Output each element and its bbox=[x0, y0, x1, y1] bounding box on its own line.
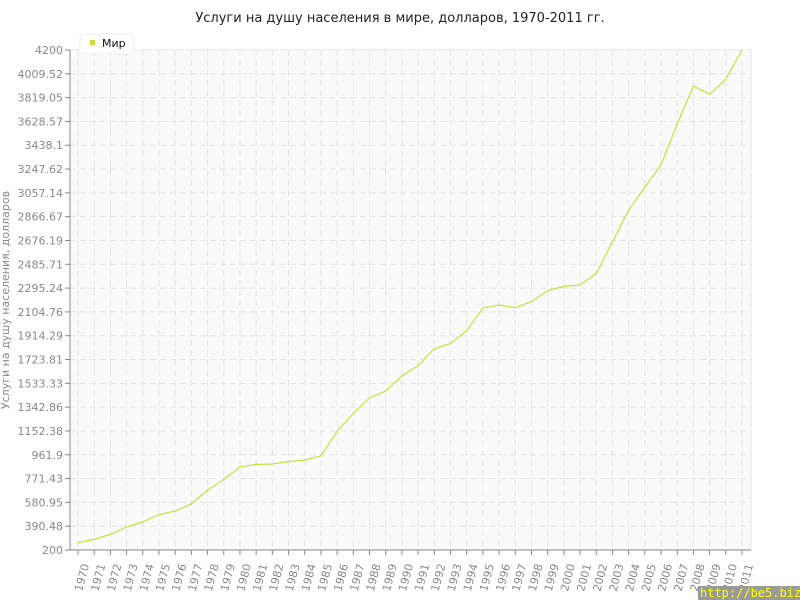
data-point bbox=[741, 49, 743, 51]
data-point bbox=[368, 397, 371, 399]
series-lines bbox=[77, 49, 743, 544]
y-tick-label: 390.48 bbox=[25, 520, 64, 533]
y-tick-label: 2485.71 bbox=[18, 258, 64, 271]
data-point bbox=[611, 241, 614, 243]
y-tick-label: 4009.52 bbox=[18, 68, 64, 81]
data-point bbox=[530, 301, 533, 303]
data-point bbox=[77, 542, 79, 544]
data-point bbox=[563, 285, 565, 287]
grid bbox=[70, 49, 751, 550]
data-point bbox=[482, 307, 484, 309]
data-point bbox=[336, 430, 338, 432]
data-point bbox=[466, 330, 468, 332]
y-tick-label: 3057.14 bbox=[18, 187, 64, 200]
legend[interactable]: Мир bbox=[79, 33, 135, 55]
data-point bbox=[271, 463, 273, 465]
chart-title: Услуги на душу населения в мире, долларо… bbox=[195, 11, 604, 26]
plot-area bbox=[69, 49, 752, 551]
y-tick-label: 580.95 bbox=[25, 496, 64, 509]
data-point bbox=[239, 466, 241, 468]
y-tick-label: 2866.67 bbox=[18, 211, 64, 224]
data-point bbox=[628, 209, 630, 211]
data-point bbox=[174, 510, 176, 512]
data-point bbox=[514, 307, 516, 309]
y-tick-label: 4200 bbox=[35, 44, 63, 57]
data-point bbox=[595, 272, 597, 275]
y-tick-label: 771.43 bbox=[25, 473, 64, 486]
data-point bbox=[692, 85, 695, 87]
data-point bbox=[385, 390, 387, 392]
y-tick-label: 961.9 bbox=[32, 449, 64, 462]
data-point bbox=[498, 304, 500, 306]
y-tick-label: 3247.62 bbox=[18, 163, 64, 176]
data-point bbox=[547, 290, 549, 292]
data-point bbox=[255, 463, 257, 465]
data-point bbox=[190, 503, 192, 505]
y-tick-label: 3819.05 bbox=[18, 92, 64, 105]
legend-box bbox=[79, 33, 135, 55]
y-tick-label: 2295.24 bbox=[18, 282, 64, 295]
data-point bbox=[320, 455, 322, 457]
series-line-mir bbox=[77, 49, 743, 544]
y-tick-label: 3438.1 bbox=[25, 139, 64, 152]
y-tick-label: 3628.57 bbox=[18, 115, 64, 128]
y-tick-label: 1342.86 bbox=[18, 401, 64, 414]
y-tick-label: 2104.76 bbox=[18, 306, 64, 319]
data-point bbox=[660, 164, 662, 166]
data-point bbox=[676, 123, 678, 125]
data-point bbox=[223, 478, 225, 480]
data-point bbox=[433, 348, 435, 350]
y-tick-label: 200 bbox=[42, 544, 63, 557]
data-point bbox=[142, 521, 144, 523]
data-point bbox=[158, 514, 160, 516]
legend-swatch bbox=[90, 40, 95, 45]
data-point bbox=[579, 284, 581, 286]
watermark[interactable]: http://be5.biz/ bbox=[698, 586, 800, 600]
data-point bbox=[417, 365, 419, 367]
data-point bbox=[109, 533, 111, 535]
y-tick-label: 1152.38 bbox=[18, 425, 64, 438]
data-point bbox=[401, 375, 403, 377]
y-tick-label: 2676.19 bbox=[18, 234, 64, 247]
data-point bbox=[206, 489, 209, 491]
data-point bbox=[287, 461, 290, 463]
data-point bbox=[449, 343, 452, 345]
legend-label: Мир bbox=[102, 37, 126, 50]
data-point bbox=[709, 93, 711, 95]
data-point bbox=[725, 78, 727, 80]
data-point bbox=[125, 526, 128, 528]
data-point bbox=[304, 459, 306, 461]
y-tick-label: 1914.29 bbox=[18, 330, 64, 343]
y-tick-label: 1723.81 bbox=[18, 354, 64, 367]
y-axis-label: Услуги на душу населения, долларов bbox=[0, 191, 12, 409]
data-point bbox=[93, 538, 95, 540]
data-point bbox=[644, 186, 646, 188]
data-point bbox=[352, 412, 354, 414]
y-tick-label: 1533.33 bbox=[18, 377, 64, 390]
